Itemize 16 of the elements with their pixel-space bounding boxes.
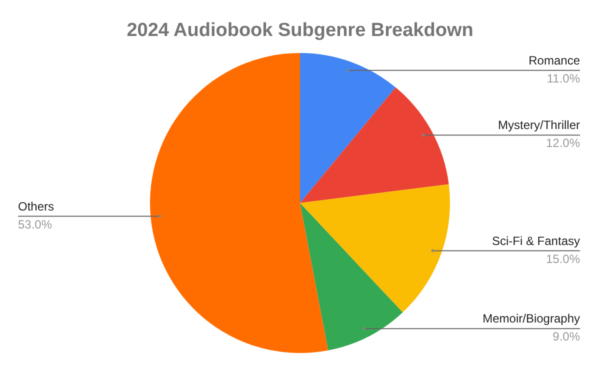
pie-slice bbox=[300, 184, 450, 312]
slice-label: Memoir/Biography bbox=[482, 312, 580, 326]
slice-label: Romance bbox=[528, 53, 580, 68]
pie-slice bbox=[300, 87, 449, 203]
data-label: 11.0% bbox=[546, 71, 580, 86]
slice-label: Others bbox=[18, 199, 54, 214]
pie-slice bbox=[150, 53, 328, 353]
chart-title: 2024 Audiobook Subgenre Breakdown bbox=[126, 20, 474, 41]
slice-label: Sci-Fi & Fantasy bbox=[492, 234, 580, 248]
slice-label: Mystery/Thriller bbox=[498, 118, 580, 132]
data-label: 53.0% bbox=[18, 217, 52, 232]
pie-slice bbox=[300, 53, 396, 203]
data-label: 9.0% bbox=[552, 330, 580, 344]
data-label: 12.0% bbox=[546, 136, 580, 150]
data-label: 15.0% bbox=[546, 252, 580, 266]
pie-slice bbox=[300, 203, 403, 350]
